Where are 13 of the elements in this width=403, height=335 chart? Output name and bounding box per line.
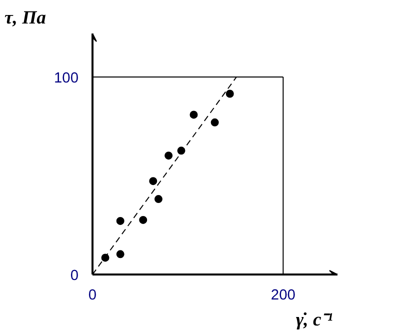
point <box>164 152 173 160</box>
point <box>139 216 148 224</box>
y-axis-title: τ, Па <box>4 8 46 28</box>
point <box>190 110 198 119</box>
point <box>154 195 162 204</box>
point <box>116 216 124 225</box>
point <box>116 250 124 258</box>
x-axis-title: γ̇, с⁻¹ <box>296 310 333 330</box>
y-tick-label: 100 <box>54 70 79 86</box>
x-tick-label: 200 <box>270 288 296 304</box>
point <box>149 177 158 186</box>
point <box>210 118 219 126</box>
point <box>226 90 234 98</box>
